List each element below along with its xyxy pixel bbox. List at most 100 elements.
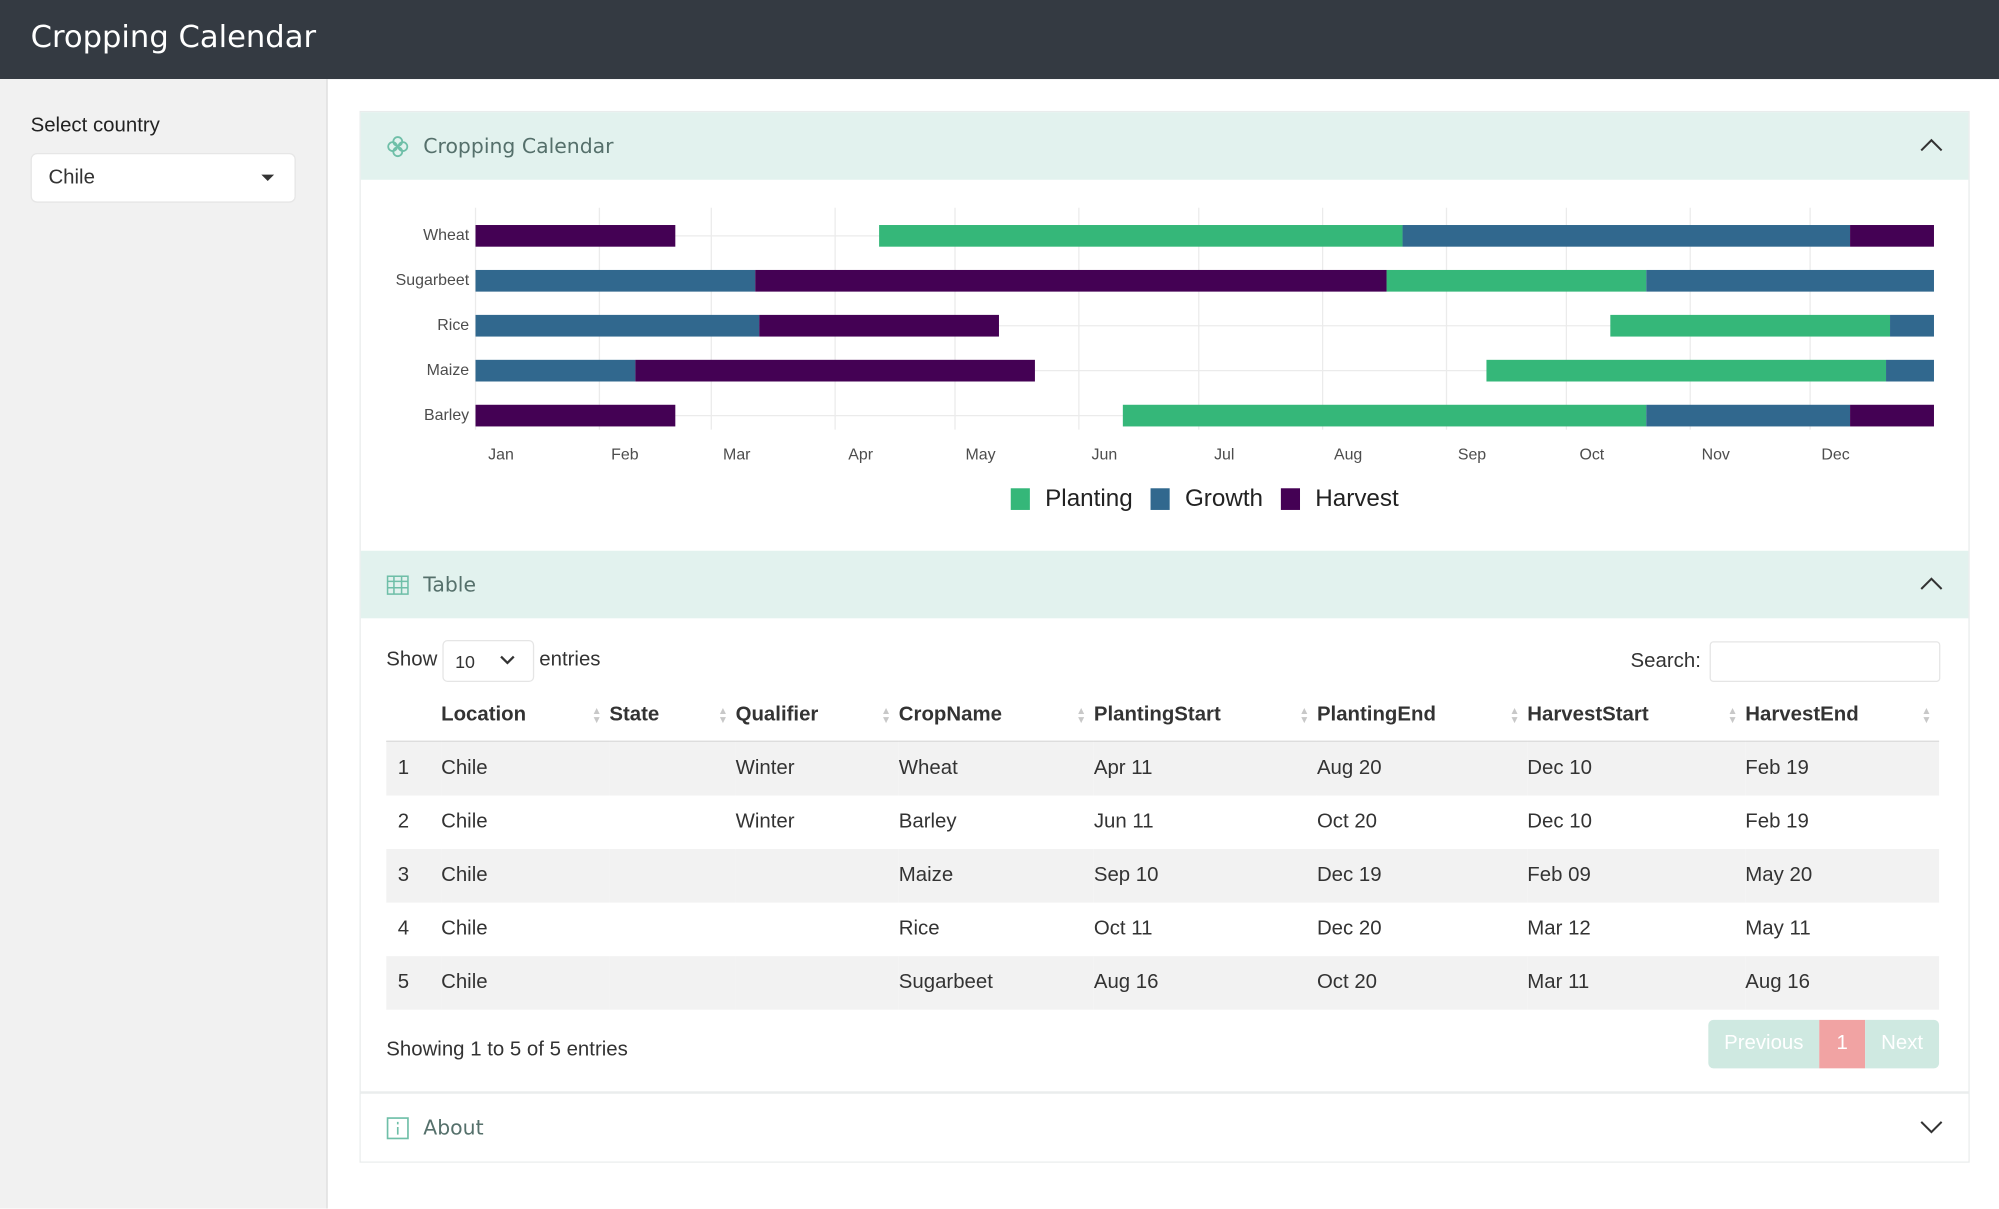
sort-arrows: ▲▼: [1076, 706, 1086, 724]
table-cell: Aug 16: [1094, 956, 1317, 1010]
legend-swatch: [1151, 488, 1170, 510]
bar-segment: [1123, 405, 1646, 427]
info-icon: [386, 1117, 409, 1140]
legend-swatch: [1011, 488, 1030, 510]
sort-arrows: ▲▼: [1299, 706, 1309, 724]
selected-country: Chile: [48, 167, 94, 190]
column-header[interactable]: Location▲▼: [441, 690, 609, 742]
table-cell: [609, 903, 735, 957]
table-cell: Dec 10: [1527, 796, 1745, 850]
show-label: Show: [386, 649, 437, 672]
y-tick-label: Rice: [437, 317, 469, 334]
about-panel-title: About: [423, 1116, 483, 1140]
app-title: Cropping Calendar: [31, 19, 316, 55]
table-panel-title: Table: [423, 572, 476, 596]
y-tick-label: Sugarbeet: [396, 272, 470, 289]
collapse-chevron[interactable]: [1920, 138, 1943, 153]
table-row: 1ChileWinterWheatApr 11Aug 20Dec 10Feb 1…: [386, 741, 1939, 795]
bar-segment: [476, 405, 676, 427]
column-header[interactable]: HarvestStart▲▼: [1527, 690, 1745, 742]
row-index: 4: [386, 903, 441, 957]
current-page-button[interactable]: 1: [1819, 1020, 1865, 1068]
legend-label: Growth: [1185, 485, 1263, 512]
table-cell: Aug 20: [1317, 741, 1527, 795]
next-button[interactable]: Next: [1865, 1020, 1939, 1068]
x-tick-label: Aug: [1334, 446, 1362, 463]
previous-button[interactable]: Previous: [1708, 1020, 1819, 1068]
column-header-text: State: [609, 704, 659, 726]
x-tick-label: Dec: [1821, 446, 1849, 463]
table-cell: Apr 11: [1094, 741, 1317, 795]
x-tick-label: Jun: [1092, 446, 1118, 463]
bar-segment: [1646, 270, 1934, 292]
about-panel-header[interactable]: About: [361, 1094, 1969, 1162]
column-header-text: Qualifier: [736, 704, 819, 726]
table-cell: [736, 849, 899, 903]
x-tick-label: May: [965, 446, 995, 463]
column-header[interactable]: CropName▲▼: [899, 690, 1094, 742]
table-cell: Dec 19: [1317, 849, 1527, 903]
legend: PlantingGrowthHarvest: [1011, 485, 1399, 512]
table-cell: Rice: [899, 903, 1094, 957]
page-length-select[interactable]: 10: [442, 640, 534, 682]
bar-segment: [476, 270, 756, 292]
entries-label: entries: [539, 649, 600, 672]
legend-swatch: [1281, 488, 1300, 510]
chart-panel-title: Cropping Calendar: [423, 134, 613, 158]
table-cell: Aug 16: [1745, 956, 1939, 1010]
bar-segment: [1890, 315, 1934, 337]
column-header[interactable]: PlantingStart▲▼: [1094, 690, 1317, 742]
chart-panel-header[interactable]: Cropping Calendar: [361, 112, 1969, 180]
chart-icon: [386, 135, 409, 158]
table-body: 1ChileWinterWheatApr 11Aug 20Dec 10Feb 1…: [386, 741, 1939, 1009]
top-bar: Cropping Calendar: [0, 0, 1999, 79]
sort-arrows: ▲▼: [592, 706, 602, 724]
sort-arrows: ▲▼: [1728, 706, 1738, 724]
table-cell: Oct 11: [1094, 903, 1317, 957]
search-input[interactable]: [1710, 641, 1941, 682]
table-cell: May 20: [1745, 849, 1939, 903]
table-cell: [609, 796, 735, 850]
table-cell: Maize: [899, 849, 1094, 903]
column-header[interactable]: Qualifier▲▼: [736, 690, 899, 742]
table-cell: Sugarbeet: [899, 956, 1094, 1010]
country-select[interactable]: Chile: [32, 154, 295, 201]
legend-label: Planting: [1045, 485, 1133, 512]
bar-segment: [1850, 225, 1934, 247]
row-index: 3: [386, 849, 441, 903]
table-cell: Jun 11: [1094, 796, 1317, 850]
bar-segment: [476, 360, 636, 382]
table-row: 3ChileMaizeSep 10Dec 19Feb 09May 20: [386, 849, 1939, 903]
table-cell: Wheat: [899, 741, 1094, 795]
bar-segment: [759, 315, 999, 337]
table-cell: Dec 10: [1527, 741, 1745, 795]
table-row: 4ChileRiceOct 11Dec 20Mar 12May 11: [386, 903, 1939, 957]
about-card: About: [360, 1093, 1970, 1163]
table-panel-header[interactable]: Table: [361, 551, 1969, 619]
table-cell: Oct 20: [1317, 956, 1527, 1010]
table-cell: Winter: [736, 796, 899, 850]
column-header[interactable]: PlantingEnd▲▼: [1317, 690, 1527, 742]
table-cell: Mar 12: [1527, 903, 1745, 957]
table-cell: Chile: [441, 741, 609, 795]
bar-segment: [1610, 315, 1890, 337]
sort-arrows: ▲▼: [1510, 706, 1520, 724]
column-header[interactable]: State▲▼: [609, 690, 735, 742]
expand-chevron[interactable]: [1920, 1119, 1943, 1134]
table-row: 5ChileSugarbeetAug 16Oct 20Mar 11Aug 16: [386, 956, 1939, 1010]
column-header[interactable]: HarvestEnd▲▼: [1745, 690, 1939, 742]
bar-segment: [635, 360, 1035, 382]
bar-segment: [1403, 225, 1851, 247]
length-chevron: [500, 655, 515, 665]
collapse-chevron[interactable]: [1920, 576, 1943, 591]
bar-segment: [476, 315, 760, 337]
index-header: [386, 690, 441, 742]
bar-segment: [1486, 360, 1886, 382]
bar-segment: [1646, 405, 1850, 427]
y-tick-label: Barley: [424, 407, 469, 424]
y-tick-label: Maize: [427, 362, 470, 379]
x-tick-label: Jan: [488, 446, 514, 463]
table-cell: Winter: [736, 741, 899, 795]
x-tick-label: Nov: [1702, 446, 1730, 463]
x-tick-label: Mar: [723, 446, 751, 463]
